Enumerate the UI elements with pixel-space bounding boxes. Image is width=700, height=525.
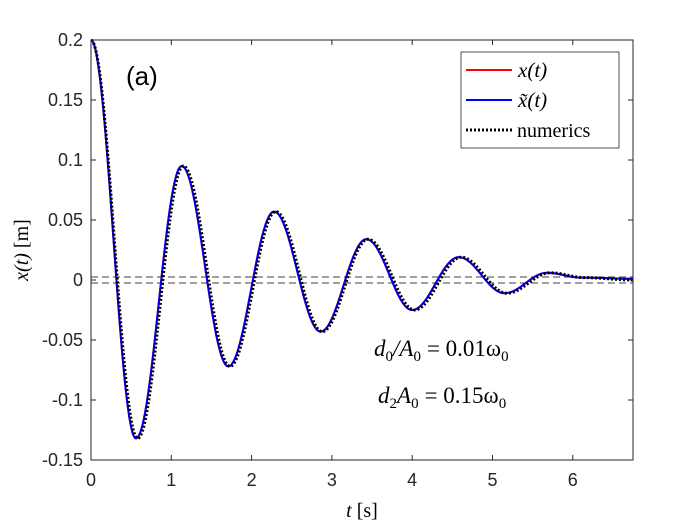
y-tick-label: -0.05 — [42, 330, 83, 350]
x-tick-label: 6 — [568, 470, 578, 490]
legend-label-x: x(t) — [517, 58, 547, 82]
y-tick-label: 0.05 — [48, 210, 83, 230]
y-tick-label: 0 — [73, 270, 83, 290]
y-tick-label: 0.1 — [58, 150, 83, 170]
annotation-d0: d0/A0 = 0.01ω0 — [374, 336, 509, 365]
y-tick-label: 0.15 — [48, 90, 83, 110]
legend-label-xtilde: x̃(t) — [517, 88, 547, 112]
legend: x(t) x̃(t) numerics — [460, 51, 620, 149]
x-axis-label: t [s] — [346, 500, 378, 522]
x-tick-label: 3 — [327, 470, 337, 490]
x-tick-label: 4 — [407, 470, 417, 490]
y-axis-ticks: 0.2 0.15 0.1 0.05 0 -0.05 -0.1 -0.15 — [42, 30, 633, 470]
y-tick-label: 0.2 — [58, 30, 83, 50]
panel-label: (a) — [126, 61, 158, 91]
x-tick-label: 5 — [487, 470, 497, 490]
axes-box — [90, 39, 634, 461]
reference-lines — [91, 276, 633, 284]
y-tick-label: -0.1 — [52, 390, 83, 410]
annotation-d2: d2A0 = 0.15ω0 — [378, 383, 506, 412]
series-lines — [90, 38, 634, 440]
y-axis-label: x(t) [m] — [11, 219, 33, 282]
x-axis-ticks: 0 1 2 3 4 5 6 — [86, 40, 578, 490]
legend-label-numerics: numerics — [517, 120, 591, 142]
x-tick-label: 1 — [166, 470, 176, 490]
y-tick-label: -0.15 — [42, 450, 83, 470]
x-tick-label: 0 — [86, 470, 96, 490]
series-line-numerics — [90, 38, 634, 440]
x-tick-label: 2 — [247, 470, 257, 490]
